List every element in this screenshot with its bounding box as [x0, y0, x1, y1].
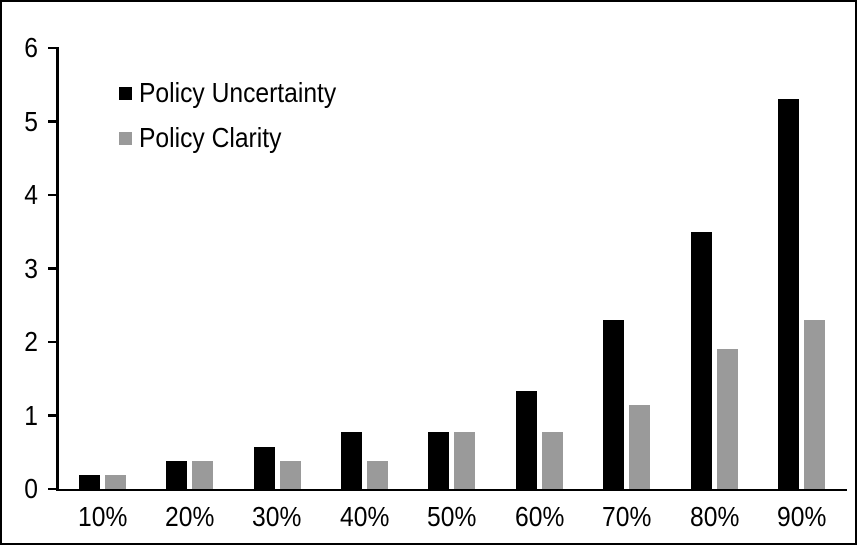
bar-group-30-: [233, 48, 320, 489]
bar-policy-clarity-60-: [541, 432, 563, 489]
y-tick-6: [48, 46, 57, 50]
bar-policy-uncertainty-10-: [78, 475, 100, 489]
bar-group-80-: [671, 48, 758, 489]
bar-group-60-: [496, 48, 583, 489]
bar-policy-clarity-90-: [804, 320, 826, 489]
bar-policy-uncertainty-70-: [603, 320, 625, 489]
x-tick-label-90-: 90%: [777, 501, 827, 532]
y-tick-3: [48, 267, 57, 270]
x-axis-labels: 10% 20% 30% 40% 50% 60% 70% 80% 90%: [59, 501, 846, 533]
legend-label-policy-clarity: Policy Clarity: [139, 122, 282, 153]
y-tick-label-4: 4: [24, 179, 38, 210]
x-tick-label-60-: 60%: [514, 501, 565, 532]
bar-group-40-: [321, 48, 408, 489]
bar-group-10-: [59, 48, 146, 489]
bar-group-90-: [758, 48, 845, 489]
bar-group-70-: [583, 48, 670, 489]
legend-item-policy-clarity: Policy Clarity: [119, 121, 363, 155]
y-tick-label-1: 1: [24, 399, 38, 431]
bar-policy-clarity-20-: [192, 461, 214, 489]
x-tick-label-40-: 40%: [339, 501, 390, 532]
legend-swatch-icon: [119, 131, 132, 145]
bar-policy-uncertainty-30-: [253, 447, 275, 489]
bar-policy-uncertainty-40-: [341, 432, 363, 489]
x-tick-label-30-: 30%: [252, 501, 302, 532]
x-tick-label-80-: 80%: [689, 501, 739, 532]
y-tick-label-5: 5: [24, 105, 38, 137]
legend-item-policy-uncertainty: Policy Uncertainty: [119, 76, 363, 110]
y-tick-1: [48, 414, 57, 417]
bar-policy-uncertainty-90-: [778, 99, 800, 489]
y-tick-4: [48, 193, 57, 197]
y-tick-label-2: 2: [24, 326, 38, 357]
bar-policy-clarity-40-: [367, 461, 389, 489]
bar-policy-uncertainty-80-: [690, 231, 712, 489]
bar-policy-uncertainty-60-: [515, 391, 537, 489]
bar-group-50-: [408, 48, 495, 489]
y-tick-label-6: 6: [24, 32, 38, 63]
bar-group-20-: [146, 48, 233, 489]
bar-policy-clarity-50-: [454, 432, 476, 489]
bar-policy-clarity-30-: [279, 461, 301, 489]
x-tick-label-50-: 50%: [427, 501, 477, 532]
y-tick-5: [48, 120, 57, 123]
x-tick-label-70-: 70%: [602, 501, 652, 532]
bar-policy-clarity-70-: [629, 404, 651, 489]
x-tick-label-20-: 20%: [164, 501, 215, 532]
y-tick-label-0: 0: [24, 473, 38, 504]
y-axis-line: [56, 47, 59, 491]
bar-policy-uncertainty-50-: [428, 432, 450, 489]
legend-label-policy-uncertainty: Policy Uncertainty: [139, 77, 337, 108]
y-tick-0: [48, 487, 57, 491]
x-axis-line: [56, 488, 847, 491]
legend: Policy Uncertainty Policy Clarity: [119, 76, 363, 166]
legend-swatch-icon: [119, 86, 132, 100]
plot-area: [59, 48, 846, 489]
bar-policy-uncertainty-20-: [166, 461, 188, 489]
bar-policy-clarity-10-: [104, 475, 126, 489]
y-tick-2: [48, 340, 57, 344]
y-tick-label-3: 3: [24, 252, 38, 284]
bar-policy-clarity-80-: [716, 349, 738, 489]
x-tick-label-10-: 10%: [77, 501, 127, 532]
